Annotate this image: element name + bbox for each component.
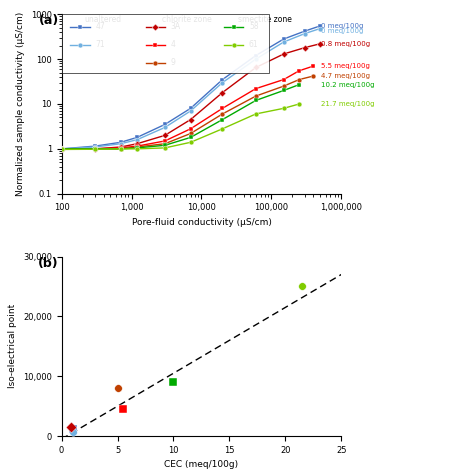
Text: 0 meq/100g: 0 meq/100g [321,23,364,29]
Text: 5.5 meq/100g: 5.5 meq/100g [321,63,370,69]
FancyBboxPatch shape [62,14,269,73]
Text: unaltered: unaltered [84,15,121,24]
Text: 0 meq/100g: 0 meq/100g [321,27,364,34]
Text: 4: 4 [171,40,175,49]
Text: 21.7 meq/100g: 21.7 meq/100g [321,101,375,107]
Text: 61: 61 [249,40,259,49]
Text: 58: 58 [249,22,259,31]
Point [69,428,77,436]
Text: 9: 9 [171,58,175,67]
Text: 4.7 meq/100g: 4.7 meq/100g [321,73,370,79]
X-axis label: Pore-fluid conductivity (μS/cm): Pore-fluid conductivity (μS/cm) [131,218,272,227]
Point [69,426,77,433]
Text: 71: 71 [95,40,105,49]
Y-axis label: Normalized sample conductivity (μS/cm): Normalized sample conductivity (μS/cm) [16,12,25,196]
Y-axis label: Iso-electrical point: Iso-electrical point [9,304,18,389]
Text: 10.2 meq/100g: 10.2 meq/100g [321,82,375,88]
Text: 47: 47 [95,22,105,31]
Text: (b): (b) [38,256,59,270]
Point [119,405,127,413]
Point [114,384,121,392]
Point [170,378,177,386]
Point [298,283,306,290]
Text: 0.8 meq/100g: 0.8 meq/100g [321,41,371,47]
Point [67,423,74,430]
Text: chlorite zone: chlorite zone [162,15,212,24]
X-axis label: CEC (meq/100g): CEC (meq/100g) [164,460,238,469]
Text: (a): (a) [38,14,59,27]
Text: smectite zone: smectite zone [238,15,292,24]
Text: 3A: 3A [171,22,181,31]
